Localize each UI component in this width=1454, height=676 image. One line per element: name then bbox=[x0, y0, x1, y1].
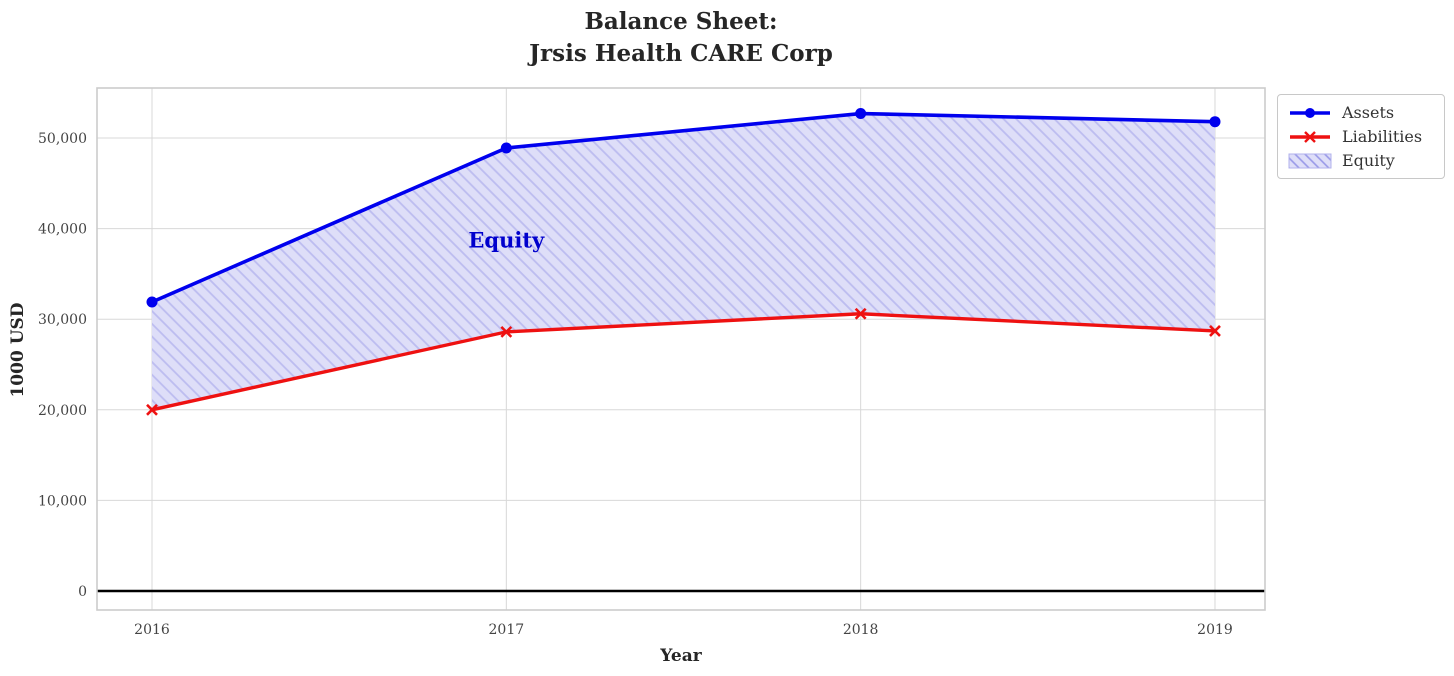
legend-item-liabilities: Liabilities bbox=[1288, 127, 1434, 146]
svg-text:30,000: 30,000 bbox=[38, 312, 87, 328]
legend-item-assets: Assets bbox=[1288, 103, 1434, 122]
assets-line-icon bbox=[1288, 104, 1332, 122]
chart-title-line2: Jrsis Health CARE Corp bbox=[529, 40, 833, 68]
liabilities-line-icon bbox=[1288, 128, 1332, 146]
x-axis-label: Year bbox=[660, 646, 702, 666]
y-axis-label: 1000 USD bbox=[8, 302, 28, 398]
svg-text:2017: 2017 bbox=[489, 622, 525, 638]
legend-label-liabilities: Liabilities bbox=[1342, 127, 1423, 146]
liabilities-markers bbox=[146, 307, 1221, 416]
svg-text:2019: 2019 bbox=[1197, 622, 1233, 638]
y-tick-labels: 0 10,000 20,000 30,000 40,000 50,000 bbox=[38, 131, 87, 600]
svg-text:0: 0 bbox=[78, 584, 87, 600]
legend-label-equity: Equity bbox=[1342, 151, 1395, 170]
legend: Assets Liabilities Equity bbox=[1277, 94, 1445, 179]
assets-line bbox=[150, 111, 1217, 304]
legend-label-assets: Assets bbox=[1342, 103, 1395, 122]
svg-text:2018: 2018 bbox=[843, 622, 879, 638]
svg-text:50,000: 50,000 bbox=[38, 131, 87, 147]
legend-item-equity: Equity bbox=[1288, 151, 1434, 170]
chart-title: Balance Sheet: Jrsis Health CARE Corp bbox=[97, 6, 1265, 70]
assets-markers bbox=[146, 108, 1221, 308]
svg-text:2016: 2016 bbox=[134, 622, 170, 638]
liabilities-line bbox=[150, 312, 1217, 412]
equity-hatch-icon bbox=[1288, 152, 1332, 170]
chart-title-line1: Balance Sheet: bbox=[584, 8, 778, 35]
x-tick-labels: 2016 2017 2018 2019 bbox=[134, 622, 1233, 638]
svg-text:40,000: 40,000 bbox=[38, 222, 87, 238]
svg-text:10,000: 10,000 bbox=[38, 493, 87, 509]
equity-annotation: Equity bbox=[468, 227, 545, 253]
svg-text:20,000: 20,000 bbox=[38, 403, 87, 419]
